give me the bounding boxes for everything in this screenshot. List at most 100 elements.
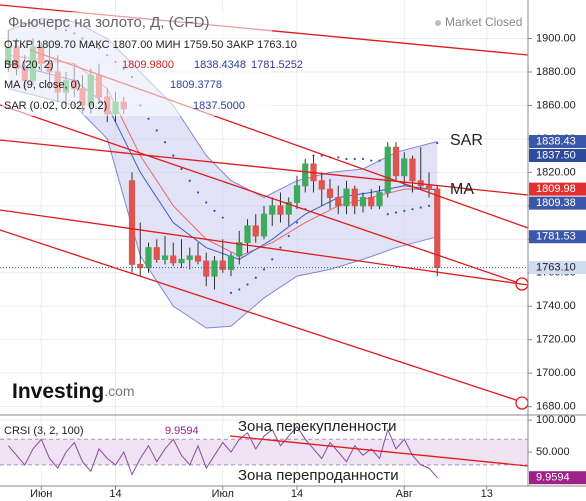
- sar-dot: [361, 157, 365, 161]
- crsi-value: 9.9594: [165, 425, 199, 437]
- sar-label: SAR (0.02, 0.02, 0.2): [4, 100, 107, 112]
- candle-body: [277, 205, 284, 215]
- candle-body: [203, 260, 210, 277]
- candle-body: [376, 191, 383, 207]
- candle-body: [269, 205, 276, 215]
- candle-body: [368, 196, 375, 207]
- candle-body: [359, 196, 367, 207]
- sar-dot: [205, 201, 208, 204]
- price-marker: [529, 230, 586, 244]
- y-tick-label: 1680.00: [536, 401, 576, 413]
- market-status: Market Closed: [445, 15, 522, 29]
- x-tick-label: Июн: [30, 488, 52, 500]
- price-marker-label: 1809.38: [536, 197, 576, 209]
- price-marker: [529, 261, 586, 275]
- candle-body: [244, 225, 251, 244]
- chart-title: Фьючерс на золото, Д, (CFD): [8, 14, 209, 31]
- y-tick-label: 1740.00: [536, 300, 576, 312]
- sar-dot: [378, 159, 381, 162]
- candle-body: [227, 255, 235, 270]
- sar-dot: [254, 276, 257, 279]
- sar-dot: [295, 221, 299, 224]
- sar-dot: [394, 211, 398, 214]
- candle-body: [285, 201, 292, 215]
- candle-body: [161, 255, 169, 260]
- candle-body: [434, 188, 441, 269]
- sar-dot: [337, 156, 340, 159]
- candle-body: [384, 146, 391, 193]
- sar-dot: [188, 179, 191, 182]
- price-marker: [529, 196, 586, 210]
- sar-dot: [271, 258, 274, 261]
- x-tick-label: 14: [291, 488, 303, 500]
- trendline: [0, 229, 517, 401]
- sar-dot: [436, 141, 439, 145]
- candle-body: [351, 188, 358, 207]
- value-marker-label: 9.9594: [536, 472, 570, 484]
- trendline: [0, 209, 529, 286]
- bb-value: 1809.9800: [122, 59, 174, 71]
- sar-dot: [229, 291, 233, 294]
- zone-label: Зона перепроданности: [238, 467, 399, 484]
- trendline: [229, 435, 529, 467]
- sar-dot: [287, 234, 290, 238]
- sar-dot: [196, 191, 200, 194]
- candle-body: [219, 260, 226, 270]
- bb-value: 1781.5252: [251, 59, 303, 71]
- sar-dot: [221, 216, 224, 219]
- y-tick-label: 1700.00: [536, 367, 576, 379]
- candle-body: [335, 196, 342, 207]
- candle-body: [178, 258, 185, 264]
- legend: Фьючерс на золото, Д, (CFD) Market Close…: [2, 12, 522, 484]
- trendlines: [0, 4, 529, 467]
- status-dot: [435, 20, 441, 26]
- crsi-label: CRSI (3, 2, 100): [4, 425, 83, 437]
- y-tick-label: 1820.00: [536, 166, 576, 178]
- sar-value: 1837.5000: [193, 100, 245, 112]
- sar-dot: [246, 283, 249, 286]
- logo-main: Investing: [12, 380, 104, 403]
- sar-dot: [370, 159, 373, 162]
- candle-body: [186, 255, 193, 260]
- sar-dot: [419, 206, 422, 209]
- ma-label: MA (9, close, 0): [4, 79, 80, 91]
- candle-body: [128, 180, 136, 265]
- bb-value: 1838.4348: [194, 59, 246, 71]
- x-tick-label: Авг: [396, 488, 413, 500]
- price-marker: [529, 135, 586, 149]
- annotation: MA: [450, 181, 474, 198]
- candle-body: [145, 247, 152, 269]
- sar-dot: [172, 154, 175, 157]
- sar-dot: [427, 204, 431, 207]
- crsi-zone: [0, 439, 528, 465]
- candle-body: [252, 225, 259, 237]
- y-tick-label: 1720.00: [536, 334, 576, 346]
- y-tick-label: 1880.00: [536, 66, 576, 78]
- candle-body: [260, 213, 268, 237]
- sar-dot: [411, 208, 414, 211]
- sar-dot: [345, 157, 348, 161]
- candle-body: [211, 260, 218, 277]
- candle-body: [153, 247, 160, 260]
- logo: Investing.com: [12, 380, 135, 403]
- y-tick-label: 1860.00: [536, 99, 576, 111]
- trendline: [0, 139, 529, 196]
- price-marker-label: 1781.53: [536, 231, 576, 243]
- sar-dot: [386, 213, 389, 216]
- sar-dot: [163, 141, 167, 144]
- sar-dot: [180, 167, 183, 171]
- x-tick-label: 13: [481, 488, 493, 500]
- trendline: [0, 104, 517, 283]
- candle-body: [401, 158, 408, 177]
- price-marker: [529, 182, 586, 196]
- candle-body: [392, 146, 400, 177]
- sar-dot: [147, 117, 150, 120]
- candle-body: [302, 163, 309, 187]
- candle-body: [236, 242, 243, 257]
- y-tick-label: 1900.00: [536, 32, 576, 44]
- candle-body: [170, 255, 177, 264]
- candle-body: [425, 185, 433, 190]
- price-marker: [529, 149, 586, 163]
